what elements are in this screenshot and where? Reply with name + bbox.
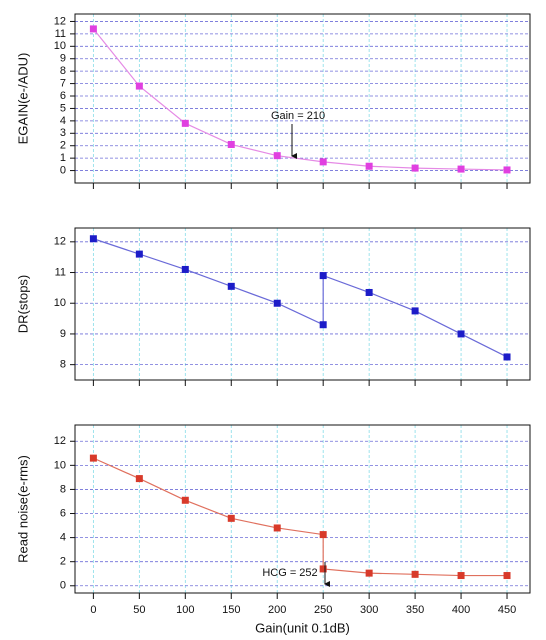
data-point <box>181 496 189 504</box>
data-point <box>89 454 97 462</box>
data-line <box>92 28 508 171</box>
y-tick-label: 11 <box>55 266 66 278</box>
data-point <box>457 165 465 173</box>
x-tick-label: 200 <box>268 604 286 616</box>
y-tick-label: 10 <box>54 40 66 52</box>
data-point <box>273 152 281 160</box>
y-tick-label: 0 <box>60 580 66 592</box>
y-tick-label: 8 <box>60 359 66 371</box>
plot-frame <box>74 13 531 184</box>
y-tick-label: 5 <box>60 102 66 114</box>
x-tick-label: 50 <box>133 604 145 616</box>
y-tick-label: 6 <box>60 507 66 519</box>
data-point <box>273 299 281 307</box>
x-tick-label: 100 <box>176 604 194 616</box>
x-tick-label: 450 <box>498 604 516 616</box>
y-tick-label: 2 <box>60 140 66 152</box>
data-point <box>503 166 511 174</box>
data-point <box>135 250 143 258</box>
plot-frame <box>74 227 531 381</box>
data-point <box>135 82 143 90</box>
y-tick-label: 11 <box>55 28 66 40</box>
data-point <box>273 524 281 532</box>
x-tick-label: 350 <box>406 604 424 616</box>
data-point <box>319 158 327 166</box>
data-point <box>181 265 189 273</box>
y-axis-label: EGAIN(e-/ADU) <box>15 53 30 145</box>
data-point <box>319 321 327 329</box>
y-tick-label: 12 <box>54 15 66 27</box>
y-tick-label: 6 <box>60 90 66 102</box>
y-tick-label: 12 <box>54 435 66 447</box>
y-tick-label: 4 <box>60 115 66 127</box>
y-tick-label: 0 <box>60 164 66 176</box>
y-tick-label: 12 <box>54 236 66 248</box>
data-point <box>457 572 465 580</box>
y-tick-label: 8 <box>60 65 66 77</box>
data-point <box>503 572 511 580</box>
y-tick-label: 2 <box>60 556 66 568</box>
data-point <box>457 330 465 338</box>
x-axis-label: Gain(unit 0.1dB) <box>255 620 350 635</box>
data-point <box>411 570 419 578</box>
y-tick-label: 4 <box>60 532 66 544</box>
data-point <box>503 353 511 361</box>
data-point <box>227 282 235 290</box>
y-tick-label: 3 <box>60 127 66 139</box>
data-point <box>89 25 97 33</box>
plot-frame <box>74 424 531 594</box>
y-tick-label: 8 <box>60 483 66 495</box>
data-point <box>319 565 327 573</box>
data-point <box>365 288 373 296</box>
y-tick-label: 1 <box>60 152 66 164</box>
data-point <box>365 162 373 170</box>
x-tick-label: 400 <box>452 604 470 616</box>
data-point <box>319 272 327 280</box>
y-tick-label: 9 <box>60 328 66 340</box>
x-tick-label: 250 <box>314 604 332 616</box>
data-point <box>89 235 97 243</box>
x-tick-label: 0 <box>90 604 96 616</box>
data-line <box>93 238 508 358</box>
data-point <box>319 531 327 539</box>
y-axis-label: DR(stops) <box>15 275 30 334</box>
x-tick-label: 300 <box>360 604 378 616</box>
data-point <box>365 569 373 577</box>
data-line <box>93 457 508 577</box>
annotation: Gain = 210 <box>271 110 325 122</box>
data-point <box>181 119 189 127</box>
y-tick-label: 10 <box>54 297 66 309</box>
y-axis-label: Read noise(e-rms) <box>15 455 30 563</box>
data-point <box>411 164 419 172</box>
data-point <box>135 475 143 483</box>
data-point <box>227 140 235 148</box>
data-point <box>411 307 419 315</box>
annotation: HCG = 252 <box>262 567 317 579</box>
y-tick-label: 7 <box>60 77 66 89</box>
x-tick-label: 150 <box>222 604 240 616</box>
y-tick-label: 9 <box>60 53 66 65</box>
data-point <box>227 514 235 522</box>
y-tick-label: 10 <box>54 459 66 471</box>
